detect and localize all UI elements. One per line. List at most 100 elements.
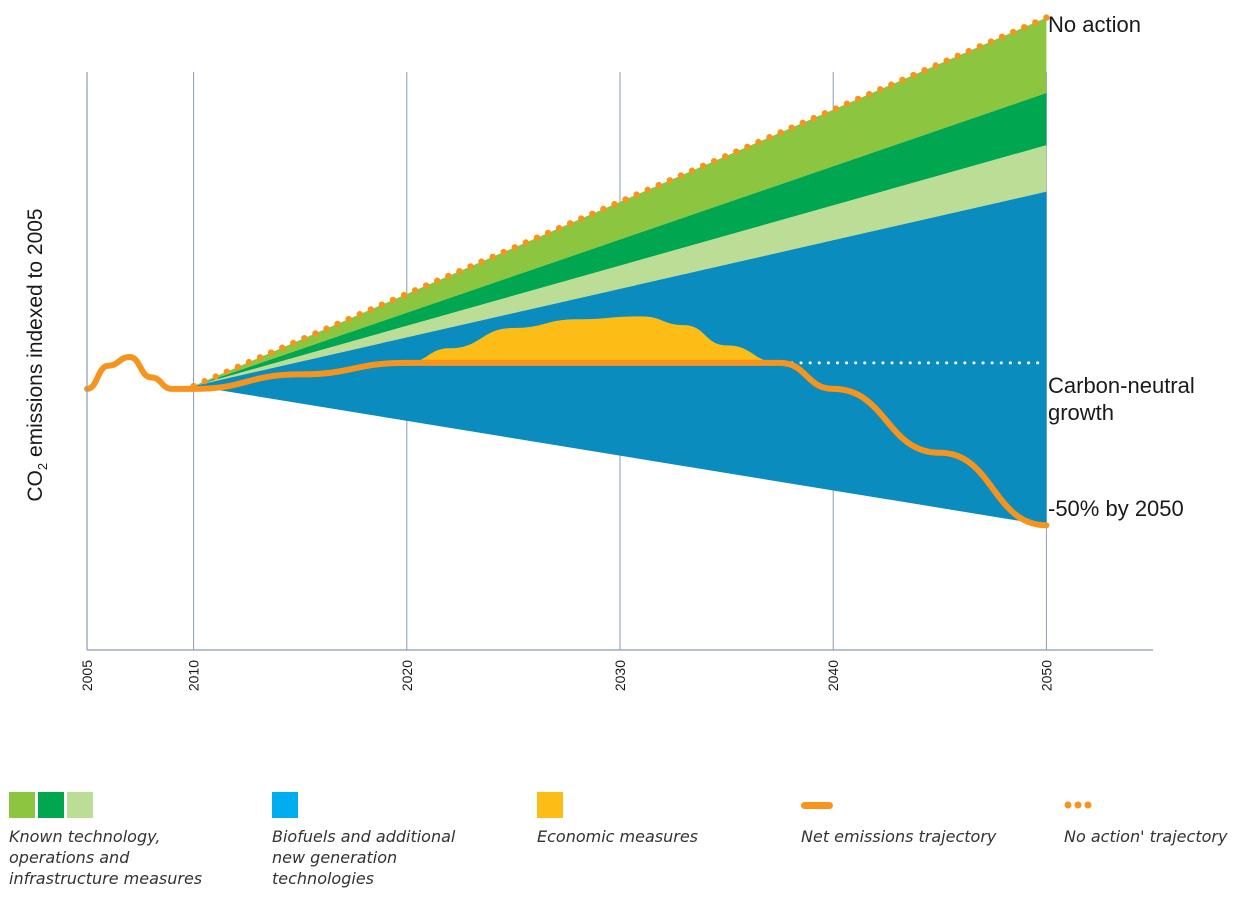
no-action-dot <box>865 90 873 98</box>
no-action-dot <box>533 234 541 241</box>
no-action-dot <box>622 196 629 203</box>
no-action-dot <box>201 378 208 385</box>
no-action-dot <box>456 267 463 275</box>
annotation-cng-line2: growth <box>1048 400 1114 425</box>
no-action-dot <box>522 239 530 246</box>
no-action-dot <box>544 229 552 237</box>
legend-label: Known technology, operations and infrast… <box>9 827 203 888</box>
no-action-dot <box>965 47 973 55</box>
no-action-dot <box>744 143 751 150</box>
band-known-2 <box>193 145 1047 387</box>
no-action-dot <box>633 191 640 198</box>
no-action-dot <box>722 153 729 160</box>
no-action-dot <box>223 368 231 375</box>
no-action-dot <box>655 181 662 189</box>
no-action-dot <box>566 220 574 227</box>
annotation-half-by-2050: -50% by 2050 <box>1048 496 1184 521</box>
no-action-dot <box>987 38 995 45</box>
no-action-dot <box>367 306 375 313</box>
no-action-dot <box>777 129 784 136</box>
x-tick-label-2005: 2005 <box>79 660 95 691</box>
axes <box>86 72 1153 651</box>
no-action-dot <box>910 71 917 79</box>
no-action-dot <box>500 248 507 256</box>
no-action-dot <box>1021 23 1028 31</box>
legend-known-technology: Known technology, operations and infrast… <box>9 792 239 889</box>
legend-swatch-known <box>9 792 239 818</box>
legend-swatch-economic <box>537 792 737 818</box>
legend-square <box>537 792 563 818</box>
annotation-carbon-neutral-growth: Carbon-neutral growth <box>1048 373 1195 425</box>
no-action-dot <box>290 339 297 347</box>
no-action-dot <box>888 81 895 88</box>
no-action-dot <box>589 210 596 217</box>
annotation-cng-line1: Carbon-neutral <box>1048 373 1195 398</box>
no-action-dot <box>932 62 939 69</box>
no-action-dot <box>899 76 906 84</box>
no-action-dot <box>943 57 950 64</box>
legend-no-action: No action' trajectory <box>1064 792 1240 847</box>
no-action-dot <box>378 301 386 308</box>
no-action-dot <box>245 358 253 366</box>
no-action-dot <box>699 162 707 170</box>
no-action-dot <box>445 272 452 280</box>
no-action-dot <box>578 215 585 222</box>
no-action-dot <box>422 282 430 289</box>
economic-measures-area <box>406 316 780 363</box>
legend-dots-swatch <box>1064 801 1092 809</box>
no-action-dot <box>921 67 928 74</box>
no-action-dot <box>600 205 607 213</box>
no-action-dot <box>821 110 829 117</box>
x-tick-label-2020: 2020 <box>399 660 415 691</box>
y-axis-label: CO2 emissions indexed to 2005 <box>24 208 50 501</box>
no-action-dot <box>234 363 242 371</box>
legend-label: Biofuels and additional new generation t… <box>272 827 456 888</box>
no-action-dot <box>400 291 408 299</box>
legend-biofuels: Biofuels and additional new generation t… <box>272 792 492 889</box>
no-action-dot <box>312 330 319 337</box>
x-tick-label-2030: 2030 <box>612 660 628 691</box>
legend-label: Net emissions trajectory <box>801 827 997 846</box>
no-action-dot <box>323 325 330 332</box>
no-action-dot <box>810 114 818 122</box>
no-action-dot <box>666 177 674 184</box>
no-action-dot <box>766 134 773 141</box>
no-action-dot <box>478 258 485 265</box>
net-emissions-line <box>84 354 1050 529</box>
legend-swatch-dots <box>1064 792 1240 818</box>
no-action-dot <box>434 277 441 284</box>
no-action-dot <box>467 263 474 270</box>
no-action-dot <box>611 201 618 208</box>
legend-square <box>38 792 64 818</box>
legend-label: Economic measures <box>537 827 699 846</box>
no-action-dot <box>256 354 264 361</box>
legend-label: No action' trajectory <box>1064 827 1228 846</box>
x-tick-label-2010: 2010 <box>186 660 202 691</box>
no-action-dot <box>555 224 563 232</box>
no-action-dot <box>998 33 1006 40</box>
no-action-dot <box>411 287 419 294</box>
no-action-dot <box>710 157 718 165</box>
no-action-dot <box>644 186 651 194</box>
legend-square <box>9 792 35 818</box>
no-action-dot <box>733 148 740 155</box>
legend-square <box>67 792 93 818</box>
no-action-dot <box>854 95 862 103</box>
no-action-dot <box>212 373 219 380</box>
no-action-dot <box>334 320 341 328</box>
legend-line-swatch <box>801 801 833 809</box>
no-action-dot <box>301 334 308 342</box>
legend-square <box>272 792 298 818</box>
x-tick-label-2040: 2040 <box>825 660 841 691</box>
no-action-dot <box>1043 14 1050 21</box>
no-action-dot <box>677 172 685 179</box>
no-action-dot <box>755 138 762 146</box>
no-action-dot <box>511 244 518 251</box>
no-action-dot <box>279 344 286 351</box>
no-action-dot <box>976 43 984 50</box>
no-action-dot <box>832 105 840 112</box>
x-tick-labels: 2005 2010 2020 2030 2040 2050 <box>79 660 1054 691</box>
no-action-dot <box>356 311 363 318</box>
no-action-dot <box>843 100 851 107</box>
no-action-dot <box>489 253 496 261</box>
